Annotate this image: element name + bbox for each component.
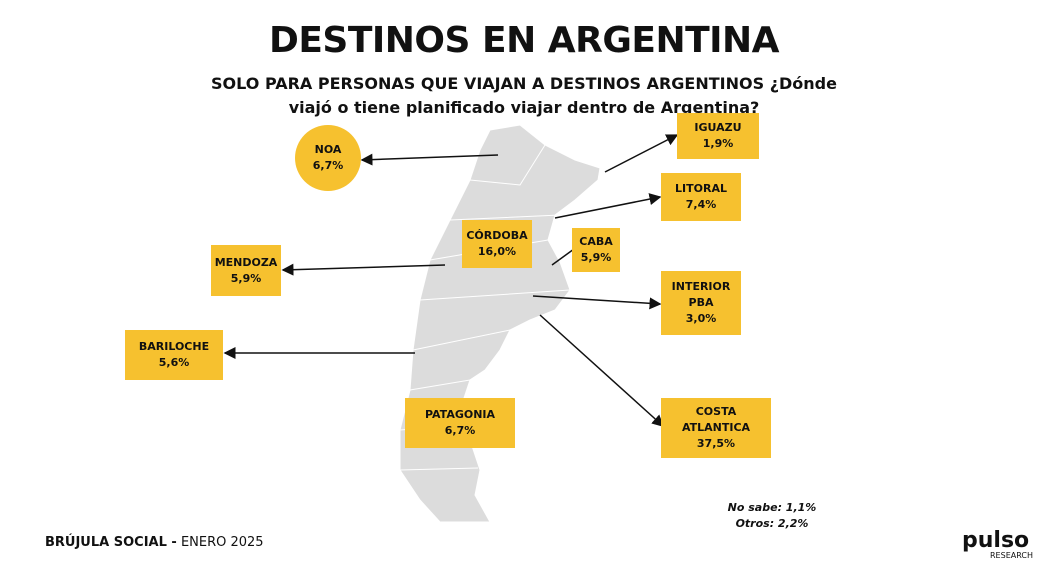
destination-box: MENDOZA 5,9% <box>211 245 281 296</box>
subtitle: SOLO PARA PERSONAS QUE VIAJAN A DESTINOS… <box>211 74 837 117</box>
logo: pulso <box>962 528 1030 553</box>
footer: BRÚJULA SOCIAL - ENERO 2025 <box>45 535 264 550</box>
destination-name: LITORAL <box>675 182 727 195</box>
destination-name: COSTA ATLANTICA <box>681 405 751 434</box>
note: No sabe: 1,1% <box>727 501 817 514</box>
destination-name: INTERIOR PBA <box>671 280 731 309</box>
destination-name: CÓRDOBA <box>466 229 528 242</box>
destination-box: NOA 6,7% <box>295 125 361 191</box>
destination-value: 5,9% <box>580 251 612 264</box>
destination-value: 1,9% <box>702 137 734 150</box>
destination-value: 6,7% <box>444 424 476 437</box>
notes: No sabe: 1,1% Otros: 2,2% <box>712 500 832 532</box>
source: BRÚJULA SOCIAL - <box>45 535 177 550</box>
destination-box: IGUAZU 1,9% <box>677 113 759 159</box>
destination-box: CÓRDOBA 16,0% <box>462 220 532 268</box>
destination-box: INTERIOR PBA 3,0% <box>661 271 741 335</box>
destination-box: CABA 5,9% <box>572 228 620 272</box>
destination-value: 3,0% <box>685 312 717 325</box>
destination-name: IGUAZU <box>694 121 742 134</box>
destination-box: BARILOCHE 5,6% <box>125 330 223 380</box>
logo-sub: RESEARCH <box>990 551 1033 560</box>
arrows <box>223 134 679 428</box>
title: DESTINOS EN ARGENTINA <box>268 20 780 61</box>
argentina-map <box>399 124 601 523</box>
destination-box: PATAGONIA 6,7% <box>405 398 515 448</box>
destination-value: 6,7% <box>312 159 344 172</box>
destination-box: LITORAL 7,4% <box>661 173 741 221</box>
destination-name: MENDOZA <box>214 255 278 269</box>
date: ENERO 2025 <box>180 535 264 550</box>
destination-value: 5,9% <box>230 271 262 285</box>
destination-value: 5,6% <box>158 356 190 369</box>
destination-box: COSTA ATLANTICA 37,5% <box>661 398 771 458</box>
note: Otros: 2,2% <box>735 517 809 530</box>
destination-value: 37,5% <box>696 437 736 450</box>
destination-name: BARILOCHE <box>138 340 210 353</box>
destination-value: 16,0% <box>477 245 517 258</box>
destination-name: CABA <box>579 235 613 248</box>
destination-name: NOA <box>314 143 342 156</box>
destination-value: 7,4% <box>685 198 717 211</box>
destination-name: PATAGONIA <box>424 408 496 421</box>
